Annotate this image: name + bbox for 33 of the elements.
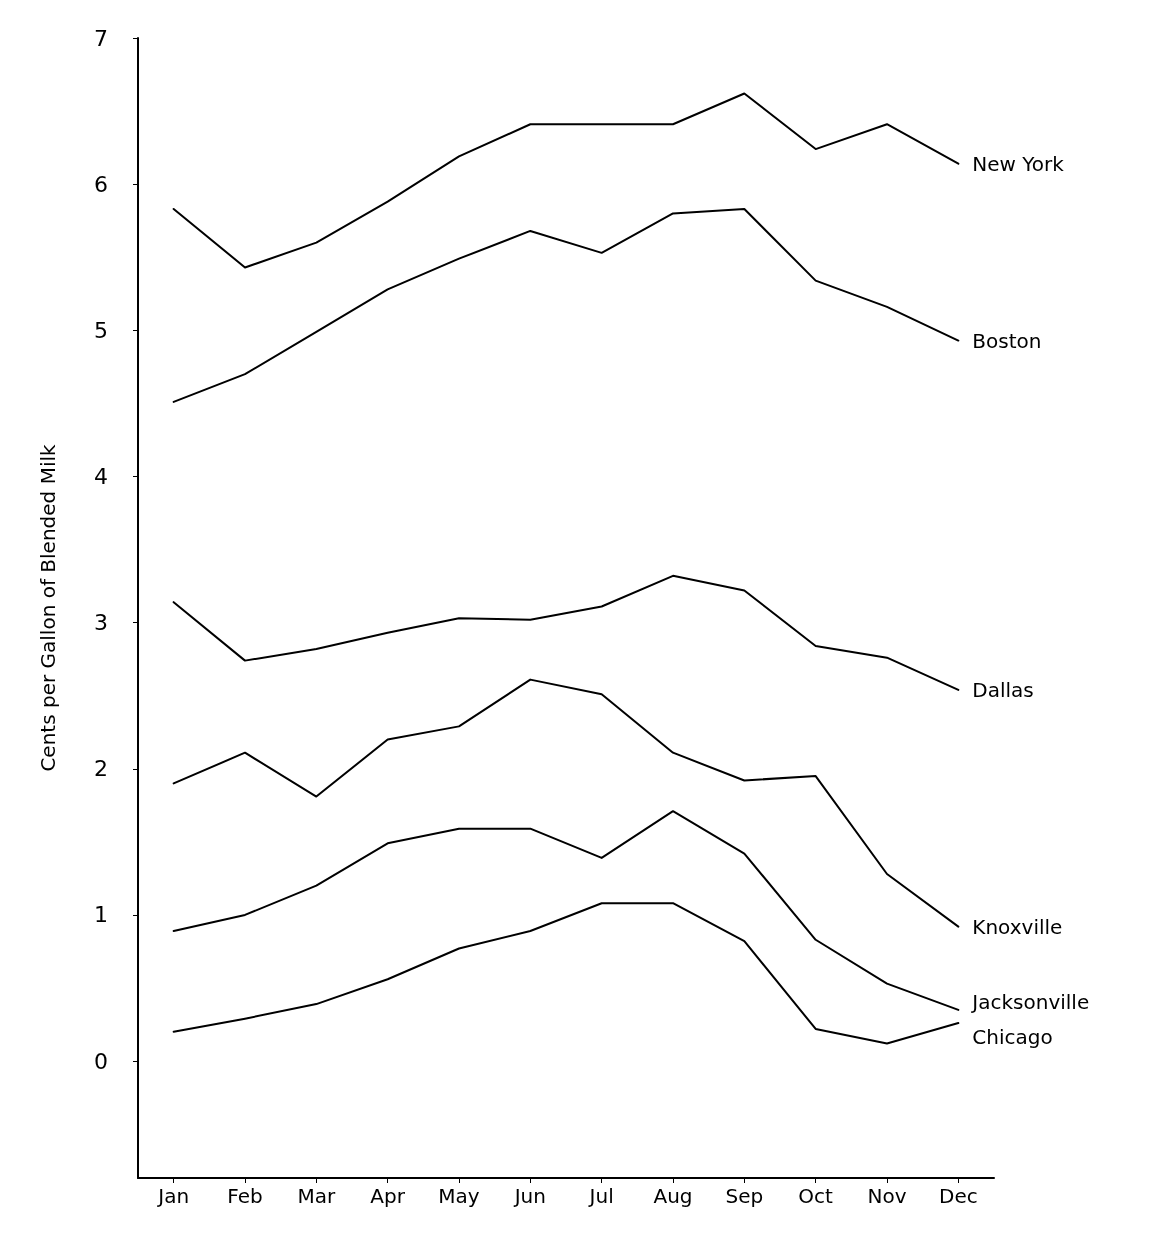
x-tick-label: May [438,1184,480,1208]
series-label: New York [972,151,1065,176]
series-label: Knoxville [972,914,1063,939]
series-label: Chicago [972,1025,1053,1050]
x-tick-label: Jul [587,1184,614,1208]
line-series [172,902,960,1045]
line-series [172,92,960,269]
series-label: Jacksonville [970,989,1090,1014]
x-tick-label: Mar [297,1184,336,1208]
y-tick-label: 0 [94,1048,108,1074]
line-series [172,810,960,1011]
x-tick-label: Oct [798,1184,834,1208]
y-tick-label: 2 [94,756,108,782]
line-series [172,678,960,928]
x-tick-label: Aug [653,1184,693,1208]
y-tick-label: 5 [94,317,108,343]
y-tick-label: 6 [94,171,108,197]
y-tick-label: 7 [94,25,108,51]
x-tick-label: Dec [938,1184,978,1208]
line-series [172,574,960,691]
y-axis-title: Cents per Gallon of Blended Milk [36,444,60,772]
x-tick-label: Feb [227,1184,263,1208]
y-tick-label: 1 [94,902,108,928]
x-tick-label: Sep [725,1184,764,1208]
y-tick-label: 3 [94,610,108,636]
x-tick-label: Apr [370,1184,406,1208]
series-label: Dallas [972,677,1034,702]
series-label: Boston [972,328,1042,353]
x-tick-label: Jun [512,1184,546,1208]
y-tick-label: 4 [94,463,108,489]
x-tick-label: Nov [867,1184,907,1208]
line-series [172,208,960,403]
x-tick-label: Jan [156,1184,190,1208]
